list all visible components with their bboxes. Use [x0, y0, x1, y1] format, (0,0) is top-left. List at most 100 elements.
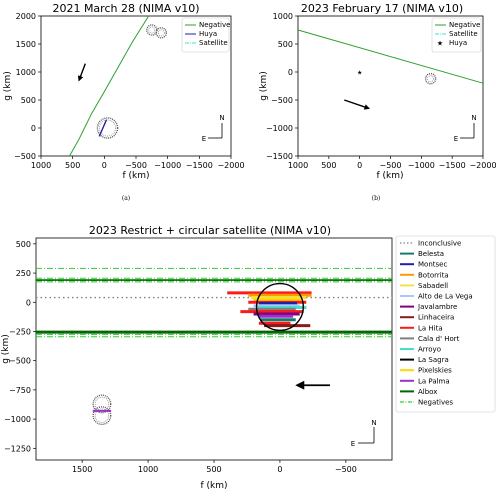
- legend-label: Sabadell: [418, 282, 448, 290]
- y-tick-label: 250: [16, 269, 31, 278]
- legend-label-huya: Huya: [449, 39, 467, 47]
- panel-a-compass: N E: [202, 114, 225, 143]
- x-tick-label: −500: [125, 161, 147, 170]
- panel-a-y-ticks: 2000 1500 1000 500 0 −500: [14, 12, 41, 161]
- legend-label: La Palma: [418, 377, 450, 385]
- legend-label: Javalambre: [417, 303, 457, 311]
- huya-chord-line: [98, 119, 108, 137]
- satellite-circle: [424, 72, 437, 85]
- panel-a-x-ticks: 1000 500 0 −500 −1000 −1500 −2000: [31, 156, 245, 170]
- y-tick-label: 1000: [16, 68, 36, 77]
- y-tick-label: 1000: [273, 12, 293, 21]
- panel-c-legend: Inconclusive Belesta Montsec Botorrita Sabad…: [395, 235, 496, 413]
- panel-a-ylabel: g (km): [3, 71, 13, 101]
- panel-b-title: 2023 February 17 (NIMA v10): [301, 2, 463, 15]
- panel-a-legend: Negative Huya Satellite: [181, 17, 230, 53]
- satellite-circle: [92, 394, 112, 414]
- panel-b-legend: Negative Satellite ★ Huya: [431, 17, 482, 53]
- y-tick-label: 1500: [16, 40, 36, 49]
- panel-c-compass: N E: [351, 419, 377, 448]
- satellite-circle: [146, 24, 158, 36]
- satellite-circle: [155, 27, 168, 39]
- panel-b-plot-area: ★: [297, 29, 484, 110]
- x-tick-label: −500: [335, 465, 357, 474]
- legend-label: Inconclusive: [418, 240, 461, 248]
- panel-b-caption: (b): [372, 195, 381, 202]
- panel-c-x-ticks: 1500 1000 500 0 −500: [72, 460, 357, 474]
- legend-label: La Hita: [418, 324, 443, 332]
- legend-label: Negatives: [418, 399, 453, 407]
- x-tick-label: 0: [357, 161, 362, 170]
- panel-a: 2021 March 28 (NIMA v10) 1000 500 0 −500 −10…: [3, 2, 245, 202]
- y-tick-label: 0: [26, 298, 31, 307]
- panel-a-caption: (a): [122, 195, 130, 202]
- compass-east-label: E: [202, 135, 206, 143]
- huya-circle-inner: [99, 119, 116, 137]
- legend-label: Botorrita: [418, 271, 449, 279]
- legend-label: Montsec: [418, 261, 447, 269]
- panel-c: 2023 Restrict + circular satellite (NIMA…: [1, 224, 496, 491]
- panel-c-xlabel: f (km): [200, 481, 227, 491]
- panel-b-x-ticks: 1000 500 0 −500 −1000 −1500 −2000: [288, 156, 497, 170]
- y-tick-label: −750: [9, 386, 31, 395]
- satellite-circle-inner: [148, 26, 156, 34]
- panel-c-ylabel: g (km): [1, 334, 11, 364]
- x-tick-label: 1500: [72, 465, 92, 474]
- panel-b-compass: N E: [454, 114, 477, 143]
- legend-label: Albox: [418, 388, 437, 396]
- y-tick-label: 0: [31, 124, 36, 133]
- y-tick-label: 500: [16, 240, 31, 249]
- compass-north-label: N: [471, 114, 476, 122]
- x-tick-label: 0: [277, 465, 282, 474]
- negative-chord-line: [297, 29, 484, 84]
- y-tick-label: −500: [14, 152, 36, 161]
- x-tick-label: −500: [380, 161, 402, 170]
- y-tick-label: −1000: [4, 415, 31, 424]
- panel-c-y-ticks: 500 250 0 −250 −500 −750 −1000 −1250: [4, 240, 36, 453]
- legend-label-negative: Negative: [199, 21, 230, 29]
- y-tick-label: −1000: [266, 124, 293, 133]
- legend-label: Alto de La Vega: [418, 293, 473, 301]
- y-tick-label: 500: [21, 96, 36, 105]
- legend-label: Belesta: [418, 250, 444, 258]
- panel-a-title: 2021 March 28 (NIMA v10): [52, 2, 199, 15]
- x-tick-label: 0: [102, 161, 107, 170]
- legend-label-satellite: Satellite: [449, 30, 478, 38]
- compass-north-label: N: [219, 114, 224, 122]
- y-tick-label: −500: [9, 357, 31, 366]
- x-tick-label: 1000: [138, 465, 158, 474]
- panel-a-plot-area: [69, 15, 168, 157]
- y-tick-label: −1500: [266, 152, 293, 161]
- legend-label: La Sagra: [418, 356, 449, 364]
- satellite-circle: [92, 406, 112, 426]
- legend-label-huya: Huya: [199, 30, 217, 38]
- panel-c-plot-area: [36, 267, 392, 426]
- panel-b: 2023 February 17 (NIMA v10) 1000 500 0 −500…: [259, 2, 497, 202]
- huya-circle: [255, 282, 304, 332]
- legend-label: Arroyo: [418, 346, 441, 354]
- panel-b-xlabel: f (km): [376, 171, 403, 181]
- compass-north-label: N: [371, 419, 376, 427]
- huya-circle: [96, 117, 119, 139]
- x-tick-label: −1500: [186, 161, 213, 170]
- negative-chord-line: [69, 15, 150, 157]
- compass-east-label: E: [351, 440, 355, 448]
- x-tick-label: 1000: [288, 161, 308, 170]
- x-tick-label: −1000: [154, 161, 181, 170]
- x-tick-label: −2000: [217, 161, 244, 170]
- x-tick-label: 500: [321, 161, 336, 170]
- huya-star-marker: ★: [357, 70, 362, 77]
- satellite-circle-inner: [427, 75, 435, 83]
- satellite-circle-inner: [157, 29, 165, 37]
- panel-a-xlabel: f (km): [122, 171, 149, 181]
- y-tick-label: 0: [288, 68, 293, 77]
- panel-b-ylabel: g (km): [259, 71, 269, 101]
- x-tick-label: 500: [206, 465, 221, 474]
- legend-label-negative: Negative: [449, 21, 480, 29]
- legend-swatch-huya-star: ★: [437, 40, 443, 48]
- panel-b-y-ticks: 1000 500 0 −500 −1000 −1500: [266, 12, 298, 161]
- legend-label: Linhaceira: [418, 314, 454, 322]
- x-tick-label: −2000: [469, 161, 496, 170]
- x-tick-label: −1000: [408, 161, 435, 170]
